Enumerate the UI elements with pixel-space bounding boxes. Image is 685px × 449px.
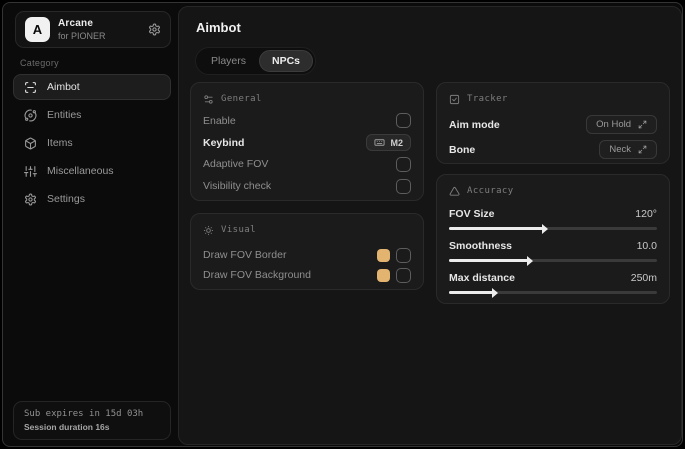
bone-value: Neck [609, 144, 631, 155]
main-panel: Aimbot Players NPCs General Enable Keybi… [178, 6, 682, 445]
smoothness-value: 10.0 [636, 239, 657, 252]
sidebar-item-settings[interactable]: Settings [13, 186, 171, 212]
slider-fill [449, 255, 534, 266]
fov-border-checkbox[interactable] [396, 247, 411, 263]
row-label: Visibility check [203, 180, 272, 193]
keybind-button[interactable]: M2 [366, 134, 411, 152]
accuracy-card-header: Accuracy [449, 184, 657, 198]
sidebar-item-label: Miscellaneous [47, 165, 114, 177]
brand-card: A Arcane for PIONER [15, 11, 171, 48]
row-aim-mode: Aim mode On Hold [449, 112, 657, 137]
row-enable: Enable [203, 110, 411, 132]
row-fov-size: FOV Size 120° [449, 207, 657, 234]
row-keybind: Keybind M2 [203, 132, 411, 154]
row-label: Bone [449, 143, 476, 156]
fov-size-slider[interactable] [449, 223, 657, 234]
tracker-card: Tracker Aim mode On Hold Bone Neck [436, 82, 670, 164]
sidebar-item-items[interactable]: Items [13, 130, 171, 156]
tab-npcs[interactable]: NPCs [259, 50, 314, 72]
row-adaptive-fov: Adaptive FOV [203, 154, 411, 176]
orbit-icon [24, 109, 37, 121]
visual-card: Visual Draw FOV Border Draw FOV Backgrou… [190, 213, 424, 290]
fov-size-value: 120° [635, 207, 657, 220]
sidebar-item-label: Entities [47, 109, 82, 121]
sub-expires-text: Sub expires in 15d 03h [24, 409, 144, 419]
triangle-icon [449, 186, 460, 196]
row-smoothness: Smoothness 10.0 [449, 239, 657, 266]
subscription-card: Sub expires in 15d 03h Session duration … [13, 401, 171, 440]
slider-fill [449, 287, 498, 298]
row-max-distance: Max distance 250m [449, 271, 657, 298]
package-icon [25, 137, 36, 149]
gear-icon[interactable] [148, 23, 161, 36]
category-label: Category [20, 58, 59, 68]
fov-border-color-swatch[interactable] [377, 248, 390, 262]
card-title: General [221, 94, 262, 104]
expand-icon [638, 120, 647, 129]
tab-bar: Players NPCs [195, 47, 317, 75]
session-duration-text: Session duration 16s [24, 422, 110, 432]
tab-players[interactable]: Players [198, 50, 259, 72]
fov-background-color-swatch[interactable] [377, 268, 390, 282]
sliders-dots-icon [204, 94, 213, 104]
expand-icon [638, 145, 647, 154]
row-draw-fov-background: Draw FOV Background [203, 265, 411, 285]
accuracy-card: Accuracy FOV Size 120° Smoothness 10.0 [436, 174, 670, 304]
row-visibility-check: Visibility check [203, 175, 411, 197]
max-distance-slider[interactable] [449, 287, 657, 298]
tracker-card-header: Tracker [449, 92, 657, 106]
sidebar-item-miscellaneous[interactable]: Miscellaneous [13, 158, 171, 184]
general-card: General Enable Keybind M2 Adaptive FOV [190, 82, 424, 201]
app-name: Arcane [58, 18, 94, 29]
enable-checkbox[interactable] [396, 113, 411, 129]
sun-icon [203, 225, 214, 235]
frame-icon [449, 94, 460, 104]
app-subtitle: for PIONER [58, 31, 106, 41]
sidebar-item-label: Aimbot [47, 81, 80, 93]
aim-mode-select[interactable]: On Hold [586, 115, 657, 134]
row-bone: Bone Neck [449, 137, 657, 162]
app-logo: A [25, 17, 50, 42]
adaptive-fov-checkbox[interactable] [396, 156, 411, 172]
card-title: Accuracy [467, 186, 514, 196]
card-title: Tracker [467, 94, 508, 104]
sidebar-item-label: Items [47, 137, 73, 149]
sidebar-item-entities[interactable]: Entities [13, 102, 171, 128]
brand-text: Arcane for PIONER [58, 18, 148, 41]
sidebar-nav: Aimbot Entities Items Miscellaneous Sett… [13, 74, 171, 214]
row-label: Draw FOV Border [203, 249, 287, 261]
visibility-check-checkbox[interactable] [396, 178, 411, 194]
row-label: Smoothness [449, 239, 513, 252]
keyboard-icon [374, 139, 386, 146]
row-label: Keybind [203, 136, 245, 149]
row-draw-fov-border: Draw FOV Border [203, 245, 411, 265]
row-label: Adaptive FOV [203, 158, 269, 171]
gear-icon [25, 193, 36, 205]
max-distance-value: 250m [630, 271, 657, 284]
bone-select[interactable]: Neck [599, 140, 657, 159]
row-label: Enable [203, 114, 236, 127]
keybind-value: M2 [390, 137, 403, 148]
row-label: FOV Size [449, 207, 495, 220]
row-label: Aim mode [449, 118, 500, 131]
row-label: Draw FOV Background [203, 269, 311, 281]
sliders-icon [24, 165, 37, 177]
sidebar-item-label: Settings [47, 193, 85, 205]
aim-mode-value: On Hold [596, 119, 631, 130]
smoothness-slider[interactable] [449, 255, 657, 266]
sidebar-item-aimbot[interactable]: Aimbot [13, 74, 171, 100]
row-label: Max distance [449, 271, 515, 284]
card-title: Visual [221, 225, 256, 235]
visual-card-header: Visual [203, 223, 411, 237]
page-title: Aimbot [196, 20, 241, 35]
scan-icon [25, 81, 36, 93]
general-card-header: General [203, 92, 411, 106]
slider-fill [449, 223, 548, 234]
fov-background-checkbox[interactable] [396, 267, 411, 283]
sidebar: A Arcane for PIONER Category Aimbot Enti… [3, 3, 178, 446]
